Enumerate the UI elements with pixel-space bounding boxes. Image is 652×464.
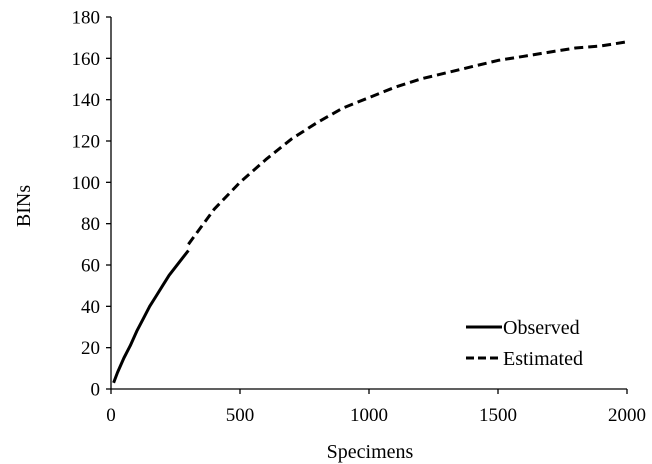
y-tick-label: 80 (81, 214, 100, 235)
y-tick-label: 180 (72, 8, 101, 29)
x-tick-label: 1000 (350, 405, 388, 426)
x-tick-label: 500 (226, 405, 255, 426)
y-tick-label: 60 (81, 256, 100, 277)
series-layer (112, 40, 628, 384)
legend: Observed Estimated (466, 317, 583, 370)
series-line-observed (112, 249, 190, 384)
x-axis: 0 500 1000 1500 2000 (106, 388, 646, 426)
y-tick-label: 120 (72, 132, 101, 153)
series-line-estimated (187, 40, 628, 246)
y-tick-label: 20 (81, 338, 100, 359)
legend-label-estimated: Estimated (503, 348, 583, 370)
y-tick-label: 160 (72, 49, 101, 70)
x-tick-label: 0 (106, 405, 116, 426)
y-tick-label: 40 (81, 297, 100, 318)
y-tick-label: 0 (91, 380, 101, 401)
x-tick-labels: 0 500 1000 1500 2000 (106, 389, 646, 426)
y-tick-labels: 0 20 40 60 80 100 120 140 160 180 (72, 8, 111, 401)
legend-label-observed: Observed (503, 317, 580, 339)
y-tick-label: 100 (72, 173, 101, 194)
y-axis: 0 20 40 60 80 100 120 140 160 180 (72, 8, 112, 401)
x-tick-label: 1500 (479, 405, 517, 426)
y-tick-label: 140 (72, 90, 101, 111)
legend-item-estimated: Estimated (466, 348, 583, 370)
x-axis-title: Specimens (327, 441, 414, 463)
y-axis-title: BINs (13, 185, 35, 227)
x-tick-label: 2000 (608, 405, 646, 426)
legend-item-observed: Observed (466, 317, 580, 339)
